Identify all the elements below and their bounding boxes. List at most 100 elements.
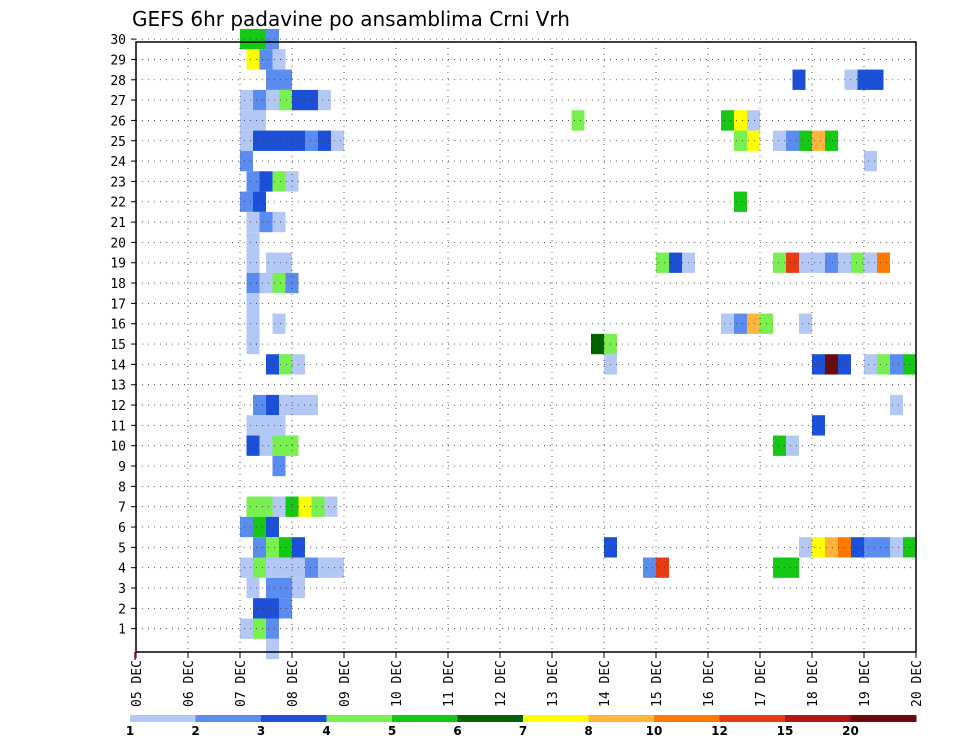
x-tick-label: 10 DEC [390,660,405,707]
heatmap-cell [747,313,760,334]
colorbar-swatch [457,715,524,722]
heatmap-cell [786,252,799,273]
heatmap-cell [272,455,286,477]
heatmap-cell [240,28,253,50]
heatmap-cell [311,496,325,517]
y-tick-label: 11 [110,419,126,434]
heatmap-cell [266,618,279,639]
heatmap-cell [773,252,786,273]
colorbar-label: 6 [453,724,461,738]
heatmap-cell [240,110,253,131]
heatmap-cell [799,130,812,151]
heatmap-cell [259,211,273,233]
heatmap-cell [272,435,286,456]
heatmap-cell [240,89,253,111]
colorbar-label: 7 [519,724,527,738]
heatmap-cell [266,252,279,273]
heatmap-cell [734,110,747,131]
heatmap-cell [591,333,604,355]
heatmap-cell [331,557,344,578]
heatmap-cell [253,557,266,578]
y-tick-label: 12 [110,399,126,414]
chart-title: GEFS 6hr padavine po ansamblima Crni Vrh [132,7,570,31]
heatmap-cell [240,150,253,172]
y-tick-label: 29 [110,53,126,68]
heatmap-cell [656,252,669,273]
colorbar-label: 15 [777,724,794,738]
heatmap-cell [253,110,266,131]
colorbar-label: 12 [711,724,728,738]
heatmap-cell [246,435,260,456]
x-tick-label: 19 DEC [858,660,873,707]
plot-frame [135,41,917,653]
heatmap-cell [279,394,292,416]
heatmap-cell [864,354,877,375]
colorbar-swatch [523,715,589,722]
heatmap-cell [266,577,279,599]
x-tick-label: 08 DEC [286,660,301,707]
x-tick-label: 15 DEC [650,660,665,707]
y-tick-label: 24 [110,155,126,170]
heatmap-cell [253,618,266,639]
heatmap-cell [331,130,344,151]
heatmap-cell [246,232,260,253]
colorbar-label: 10 [646,724,663,738]
heatmap-cell [266,28,279,50]
heatmap-cell [279,252,292,273]
x-tick-label: 18 DEC [806,660,821,707]
heatmap-cell [812,130,825,151]
heatmap-cell [786,557,799,578]
heatmap-cell [877,354,890,375]
heatmap-cell [266,130,279,151]
heatmap-cell [669,252,682,273]
x-axis-ticks: 05 DEC 06 DEC 07 DEC 08 DEC 09 DEC 10 DEC 11 D… [130,652,925,707]
heatmap-cell [305,557,318,578]
heatmap-cell [253,130,266,151]
heatmap-cell [825,252,838,273]
heatmap-cell [747,110,760,131]
heatmap-cell [266,638,279,660]
heatmap-cell [812,537,825,558]
heatmap-cell [279,130,292,151]
colorbar-swatch [326,715,393,722]
heatmap-cell [266,516,279,538]
y-tick-label: 25 [110,135,126,150]
heatmap-cell [266,598,279,619]
heatmap-cell [799,313,812,334]
heatmap-cell [246,415,260,436]
heatmap-cell [246,171,260,192]
heatmap-cell [266,69,279,90]
heatmap-cell [812,252,825,273]
heatmap-cell [864,252,877,273]
heatmap-cell [272,496,286,517]
heatmap-cell [246,333,260,355]
heatmap-cell [786,435,799,456]
y-tick-label: 4 [118,562,126,577]
heatmap-cell [259,435,273,456]
heatmap-cell [864,537,877,558]
colorbar-label: 1 [126,724,134,738]
heatmap-cell [643,557,656,578]
colorbar: 1 2 3 4 5 6 7 8 10 12 15 20 [126,715,917,738]
heatmap-cell [266,394,279,416]
heatmap-cell [721,313,734,334]
heatmap-cell [272,49,286,70]
heatmap-cell [266,537,279,558]
y-tick-label: 13 [110,379,126,394]
heatmap-cell [253,28,266,50]
heatmap-cell [812,354,825,375]
y-tick-label: 1 [118,623,126,638]
colorbar-swatch [195,715,262,722]
heatmap-cell [864,150,877,172]
heatmap-cell [773,130,786,151]
colorbar-swatch [654,715,720,722]
heatmap-cell [272,313,286,334]
y-tick-label: 18 [110,277,126,292]
heatmap-cell [305,130,318,151]
heatmap-cell [259,496,273,517]
colorbar-swatch [850,715,917,722]
heatmap-cell [656,557,669,578]
heatmap-cell [890,537,903,558]
x-tick-label: 06 DEC [182,660,197,707]
